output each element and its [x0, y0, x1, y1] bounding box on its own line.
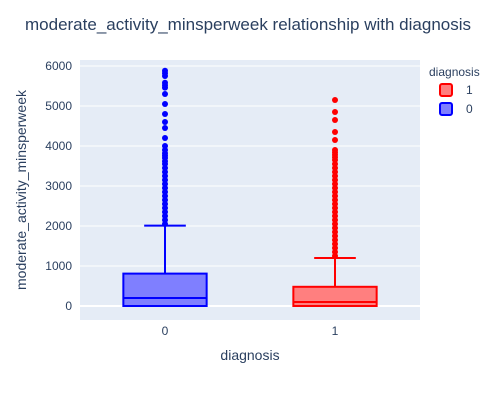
outlier-point[interactable]	[162, 91, 168, 97]
outlier-point[interactable]	[332, 117, 338, 123]
x-axis-title: diagnosis	[220, 347, 279, 363]
outlier-point[interactable]	[332, 147, 338, 153]
outlier-point[interactable]	[162, 135, 168, 141]
outlier-point[interactable]	[332, 109, 338, 115]
box-iqr[interactable]	[292, 285, 378, 307]
outlier-point[interactable]	[332, 129, 338, 135]
legend-title: diagnosis	[429, 65, 480, 79]
y-tick-label: 4000	[45, 139, 72, 153]
outlier-point[interactable]	[162, 119, 168, 125]
outlier-point[interactable]	[162, 143, 168, 149]
y-tick-label: 3000	[45, 179, 72, 193]
legend-item-0[interactable]: 0	[439, 102, 473, 116]
y-tick-label: 1000	[45, 259, 72, 273]
boxes-layer	[122, 67, 378, 308]
y-tick-label: 6000	[45, 59, 72, 73]
legend-label: 1	[466, 83, 473, 97]
box-trace-0[interactable]	[122, 67, 208, 308]
outlier-point[interactable]	[162, 79, 168, 86]
outlier-point[interactable]	[332, 137, 338, 143]
box-trace-1[interactable]	[292, 97, 378, 307]
outlier-point[interactable]	[162, 101, 168, 107]
y-axis-title: moderate_activity_minsperweek	[13, 89, 29, 290]
legend-label: 0	[466, 102, 473, 116]
x-tick-label: 1	[332, 324, 339, 338]
x-tick-label: 0	[162, 324, 169, 338]
chart-title: moderate_activity_minsperweek relationsh…	[25, 15, 471, 34]
y-tick-label: 0	[65, 299, 72, 313]
box-iqr[interactable]	[122, 272, 208, 308]
y-tick-label: 2000	[45, 219, 72, 233]
legend[interactable]: diagnosis 1 0	[429, 65, 480, 116]
outlier-point[interactable]	[162, 125, 168, 131]
y-tick-label: 5000	[45, 99, 72, 113]
outlier-point[interactable]	[332, 97, 338, 103]
tick-labels: 0 1000 2000 3000 4000 5000 6000 0 1	[45, 59, 338, 338]
outlier-point[interactable]	[162, 111, 168, 117]
legend-swatch	[439, 102, 453, 116]
outlier-point[interactable]	[162, 67, 168, 74]
legend-item-1[interactable]: 1	[439, 83, 473, 97]
legend-swatch	[439, 83, 453, 97]
